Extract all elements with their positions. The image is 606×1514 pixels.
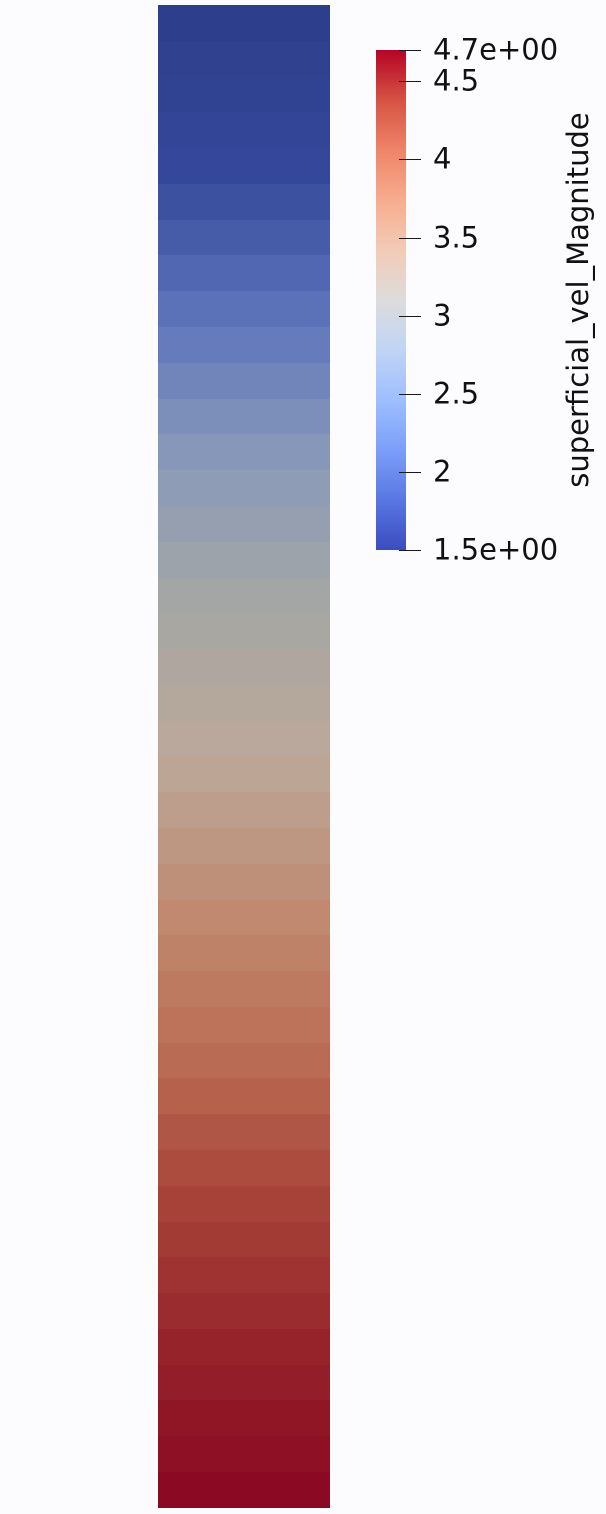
field-cell (158, 1436, 330, 1473)
field-cell (158, 183, 330, 220)
colorbar-tick (399, 471, 421, 473)
field-cell (158, 434, 330, 471)
field-cell (158, 541, 330, 578)
field-cell (158, 720, 330, 757)
field-cell (158, 577, 330, 614)
field-cell (158, 148, 330, 184)
field-cell (158, 613, 330, 650)
field-cell (158, 1364, 330, 1401)
colorbar-tick (399, 550, 421, 551)
field-cell (158, 863, 330, 900)
field-cell (158, 1472, 330, 1508)
colorbar-tick-label: 3 (433, 298, 452, 333)
field-cell (158, 5, 330, 41)
field-cell (158, 1114, 330, 1150)
field-cell (158, 1400, 330, 1437)
field-cell (158, 1006, 330, 1043)
field-cell (158, 470, 330, 506)
field-cell (158, 112, 330, 149)
colorbar-title: superficial_vel_Magnitude (561, 112, 595, 488)
colorbar-tick-label: 3.5 (433, 220, 480, 254)
field-cell (158, 827, 330, 864)
field-cell (158, 505, 330, 542)
velocity-field-column (158, 5, 330, 1508)
field-cell (158, 1185, 330, 1222)
colorbar-tick-label: 4.7e+00 (433, 32, 559, 67)
field-cell (158, 649, 330, 685)
colorbar-tick (399, 81, 421, 83)
field-cell (158, 1042, 330, 1079)
field-cell (158, 792, 330, 828)
field-cell (158, 971, 330, 1007)
colorbar-tick-label: 2.5 (433, 376, 480, 411)
field-cell (158, 1078, 330, 1115)
field-cell (158, 899, 330, 936)
field-cell (158, 255, 330, 292)
field-cell (158, 219, 330, 256)
colorbar-tick (399, 159, 421, 161)
colorbar-gradient (376, 50, 406, 550)
field-cell (158, 291, 330, 328)
field-cell (158, 398, 330, 435)
field-cell (158, 1328, 330, 1365)
field-cell (158, 684, 330, 721)
field-cell (158, 1221, 330, 1258)
colorbar-tick (399, 237, 421, 239)
field-cell (158, 327, 330, 363)
field-cell (158, 1150, 330, 1186)
field-cell (158, 1293, 330, 1329)
colorbar-tick (399, 50, 421, 51)
field-cell (158, 76, 330, 113)
colorbar-tick (399, 315, 421, 317)
colorbar-tick-label: 2 (433, 454, 452, 489)
field-cell (158, 756, 330, 793)
colorbar-tick (399, 393, 421, 395)
field-cell (158, 40, 330, 77)
field-cell (158, 362, 330, 399)
colorbar-tick-label: 1.5e+00 (433, 532, 559, 567)
colorbar-tick-label: 4.5 (433, 63, 480, 98)
colorbar-tick-label: 4 (433, 141, 452, 176)
field-cell (158, 1257, 330, 1294)
field-cell (158, 935, 330, 972)
